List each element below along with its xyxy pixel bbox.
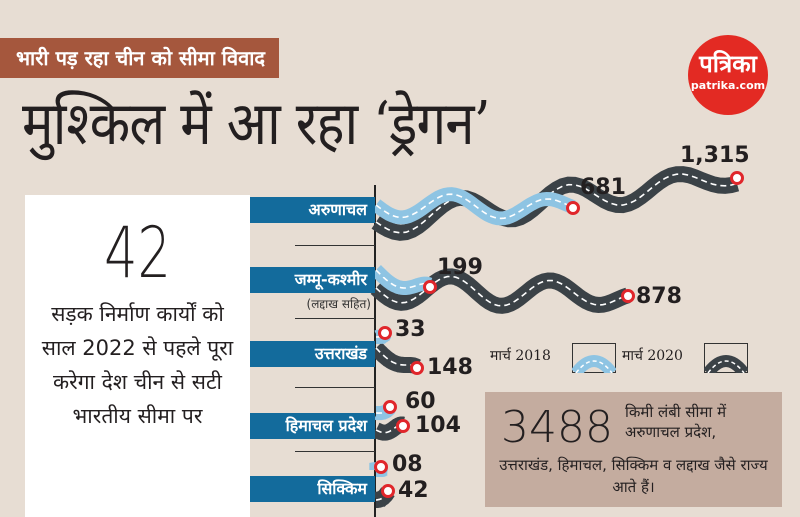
legend-2020-label: मार्च 2020 — [622, 348, 683, 364]
divider — [295, 451, 375, 452]
data-label: 148 — [427, 355, 473, 380]
kicker-banner: भारी पड़ रहा चीन को सीमा विवाद — [0, 38, 279, 78]
data-label: 199 — [437, 255, 483, 280]
info-box-number: 3488 — [501, 402, 613, 453]
location-pin-icon — [396, 419, 410, 433]
location-pin-icon — [730, 171, 744, 185]
data-label: 08 — [392, 452, 423, 477]
info-box-text-top: किमी लंबी सीमा में अरुणाचल प्रदेश, — [625, 403, 727, 441]
info-panel: 42 सड़क निर्माण कार्यों को साल 2022 से प… — [25, 195, 250, 517]
category-label: हिमाचल प्रदेश — [250, 413, 375, 439]
patrika-logo: पत्रिका patrika.com — [688, 35, 768, 115]
divider — [295, 387, 375, 388]
road-center-dashes — [375, 275, 629, 307]
location-pin-icon — [410, 361, 424, 375]
location-pin-icon — [381, 484, 395, 498]
category-label: अरुणाचल — [250, 197, 375, 223]
road-2020 — [370, 342, 421, 374]
data-label: 60 — [405, 389, 436, 414]
data-label: 1,315 — [680, 143, 750, 168]
logo-name: पत्रिका — [699, 50, 757, 78]
category-label: जम्मू-कश्मीर — [250, 267, 375, 293]
legend-2020-swatch — [704, 343, 748, 373]
road-center-dashes — [375, 193, 574, 220]
category-label: उत्तराखंड — [250, 341, 375, 367]
road-2018 — [371, 265, 433, 295]
location-pin-icon — [621, 289, 635, 303]
category-note: (लद्दाख सहित) — [306, 297, 371, 311]
panel-number: 42 — [104, 212, 171, 294]
data-label: 104 — [415, 413, 461, 438]
legend-2018-label: मार्च 2018 — [490, 348, 551, 364]
divider — [295, 245, 375, 246]
location-pin-icon — [566, 201, 580, 215]
location-pin-icon — [374, 460, 388, 474]
road-center-dashes — [375, 269, 431, 289]
data-label: 878 — [636, 284, 682, 309]
panel-text: सड़क निर्माण कार्यों को साल 2022 से पहले… — [41, 302, 234, 428]
divider — [295, 318, 375, 319]
location-pin-icon — [383, 400, 397, 414]
legend-2018-swatch — [572, 343, 616, 373]
data-label: 42 — [398, 478, 429, 503]
logo-site: patrika.com — [690, 79, 766, 92]
data-label: 681 — [580, 175, 626, 200]
info-box-text-bottom: उत्तराखंड, हिमाचल, सिक्किम व लद्दाख जैसे… — [499, 456, 768, 496]
location-pin-icon — [423, 280, 437, 294]
data-label: 33 — [395, 317, 426, 342]
road-center-dashes — [375, 173, 738, 234]
category-label: सिक्किम — [250, 476, 375, 502]
info-box: 3488 किमी लंबी सीमा में अरुणाचल प्रदेश, … — [485, 392, 782, 507]
headline: मुश्किल में आ रहा ‘ड्रेगन’ — [22, 89, 491, 159]
location-pin-icon — [378, 326, 392, 340]
